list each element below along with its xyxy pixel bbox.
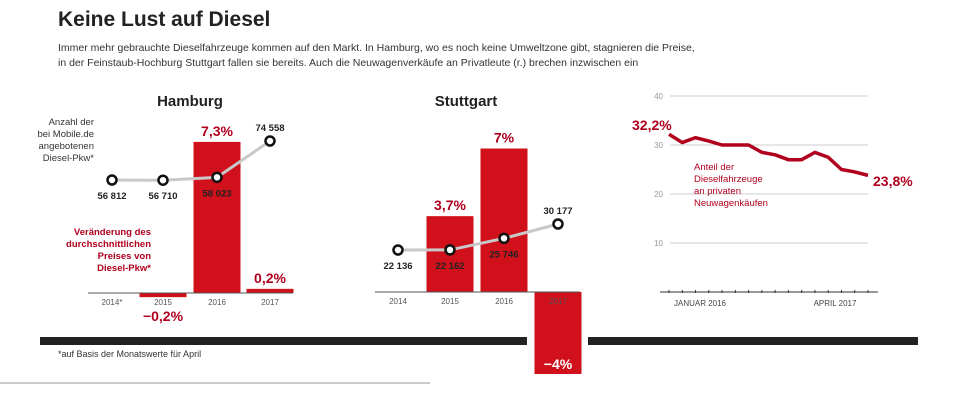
line-annotation: Anzahl der bei Mobile.de angebotenen Diesel… <box>37 117 94 164</box>
subtitle-line-1: Immer mehr gebrauchte Dieselfahrzeuge ko… <box>58 42 695 54</box>
bar-value-label: −0,2% <box>143 308 184 324</box>
y-tick-label: 20 <box>654 190 663 199</box>
series-annotation: Anteil der Dieselfahrzeuge an privaten Neuw… <box>694 162 768 209</box>
y-tick-label: 30 <box>654 141 663 150</box>
series-line <box>668 132 869 178</box>
subtitle-line-2: in der Feinstaub-Hochburg Stuttgart fall… <box>58 57 639 69</box>
footnote: *auf Basis der Monatswerte für April <box>58 349 201 359</box>
count-point <box>106 174 118 186</box>
count-point <box>157 174 169 186</box>
bar-value-label: 7% <box>494 130 515 146</box>
bar-value-label: −4% <box>544 356 573 372</box>
subtitle: Immer mehr gebrauchte Dieselfahrzeuge ko… <box>58 41 938 71</box>
start-value-label: 32,2% <box>632 117 672 133</box>
count-line <box>397 222 559 252</box>
x-tick-label: 2014* <box>102 298 123 307</box>
count-label: 22 136 <box>383 261 412 272</box>
x-tick-label: 2015 <box>154 298 172 307</box>
bar-value-label: 7,3% <box>201 123 233 139</box>
bar-annotation: Veränderung des durchschnittlichen Preises… <box>66 227 151 274</box>
bar-2016 <box>480 148 528 292</box>
page-title: Keine Lust auf Diesel <box>58 8 271 31</box>
count-point <box>264 135 276 147</box>
x-label-end: APRIL 2017 <box>814 299 857 308</box>
count-label: 56 812 <box>97 191 126 202</box>
bar-2017 <box>246 288 294 293</box>
count-line <box>111 139 271 182</box>
x-label-start: JANUAR 2016 <box>674 299 727 308</box>
count-label: 74 558 <box>255 123 284 134</box>
count-point <box>211 171 223 184</box>
x-tick-label: 2014 <box>389 297 407 306</box>
count-label: 56 710 <box>148 191 177 202</box>
x-tick-label: 2015 <box>441 297 459 306</box>
x-tick-label: 2016 <box>208 298 226 307</box>
bar-2015 <box>139 293 187 298</box>
x-tick-label: 2017 <box>549 297 567 306</box>
count-point <box>552 218 564 230</box>
bar-value-label: 3,7% <box>434 197 466 213</box>
x-tick-label: 2017 <box>261 298 279 307</box>
count-label: 25 746 <box>489 249 518 260</box>
count-point <box>444 244 456 256</box>
divider-bar-right <box>588 337 918 345</box>
y-tick-label: 10 <box>654 239 663 248</box>
bar-value-label: 0,2% <box>254 270 286 286</box>
count-label: 22 162 <box>435 261 464 272</box>
count-point <box>392 244 404 256</box>
end-value-label: 23,8% <box>873 173 913 189</box>
count-point <box>498 232 510 245</box>
y-tick-label: 40 <box>654 92 663 101</box>
x-tick-label: 2016 <box>495 297 513 306</box>
count-label: 58 023 <box>202 188 231 199</box>
divider-bar-left <box>40 337 527 345</box>
chart-title: Hamburg <box>157 93 223 110</box>
chart-title: Stuttgart <box>435 93 498 110</box>
bar-2017 <box>534 292 582 374</box>
count-label: 30 177 <box>543 206 572 217</box>
